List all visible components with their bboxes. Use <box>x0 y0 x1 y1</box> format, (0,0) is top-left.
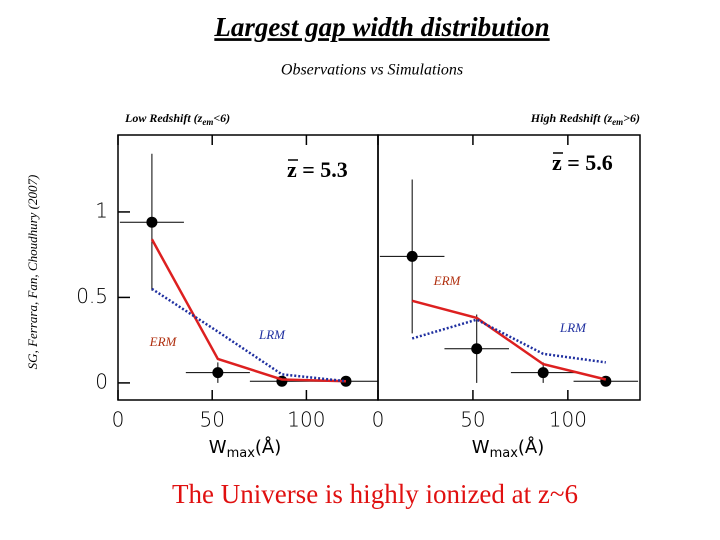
panel-title-part: Low Redshift (z <box>124 111 203 125</box>
panel-title: Low Redshift (zem<6) <box>124 111 230 127</box>
series-label: ERM <box>433 273 462 288</box>
x-axis-label-part: max <box>227 446 256 461</box>
series-label: LRM <box>559 320 587 335</box>
model-line <box>151 287 347 383</box>
panel-title: High Redshift (zem>6) <box>530 111 640 127</box>
y-tick-label: 0.5 <box>76 284 108 308</box>
y-tick-label: 1 <box>95 198 108 222</box>
x-axis-label-part: max <box>490 446 519 461</box>
data-point <box>406 250 418 262</box>
x-axis-label-part: W <box>472 437 490 458</box>
conclusion: The Universe is highly ionized at z~6 <box>172 479 578 509</box>
panel-title-part: em <box>202 117 213 127</box>
plot-frame <box>377 134 641 401</box>
model-line <box>411 299 607 381</box>
x-tick-label: 100 <box>549 408 587 432</box>
series-label: LRM <box>258 327 286 342</box>
x-tick-label: 0 <box>372 408 385 432</box>
series-label: ERM <box>149 334 178 349</box>
annotation: z = 5.6 <box>552 150 613 175</box>
data-point <box>146 216 158 228</box>
model-line <box>150 238 347 383</box>
slide-title: Largest gap width distribution <box>213 12 549 42</box>
x-axis-label-part: (Å) <box>255 436 281 458</box>
data-point <box>537 367 549 379</box>
x-axis-label: Wmax(Å) <box>472 436 545 461</box>
model-line <box>411 318 606 364</box>
x-axis-label-part: W <box>209 437 227 458</box>
panel-title-part: <6) <box>213 111 230 125</box>
x-tick-label: 0 <box>112 408 125 432</box>
panel-title-part: em <box>612 117 623 127</box>
panel-title-part: High Redshift (z <box>530 111 613 125</box>
plots: Low Redshift (zem<6)0 50 10000.51Wmax(Å)z … <box>76 111 641 461</box>
x-axis-label: Wmax(Å) <box>209 436 282 461</box>
x-tick-label: 50 <box>460 408 485 432</box>
x-tick-label: 50 <box>199 408 224 432</box>
data-point <box>212 367 224 379</box>
x-tick-label: 100 <box>287 408 325 432</box>
credit: SG, Ferrara, Fan, Choudhury (2007) <box>25 175 40 370</box>
panel-title-part: >6) <box>623 111 640 125</box>
data-point <box>471 343 483 355</box>
annotation: z = 5.3 <box>287 157 348 182</box>
subtitle: Observations vs Simulations <box>281 62 463 79</box>
y-tick-label: 0 <box>95 369 108 393</box>
x-axis-label-part: (Å) <box>518 436 544 458</box>
